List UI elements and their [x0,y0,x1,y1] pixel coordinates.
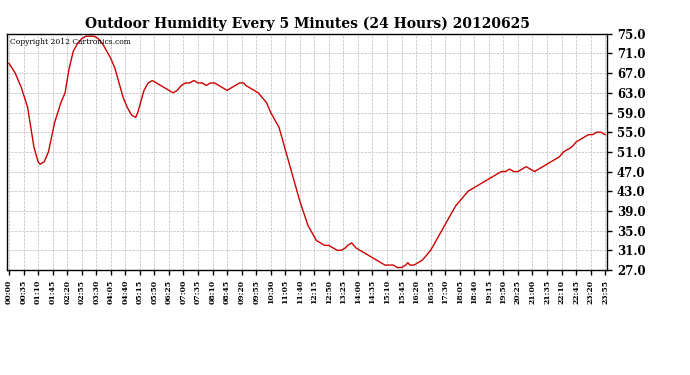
Text: Copyright 2012 Cartronics.com: Copyright 2012 Cartronics.com [10,39,131,46]
Title: Outdoor Humidity Every 5 Minutes (24 Hours) 20120625: Outdoor Humidity Every 5 Minutes (24 Hou… [85,17,529,31]
